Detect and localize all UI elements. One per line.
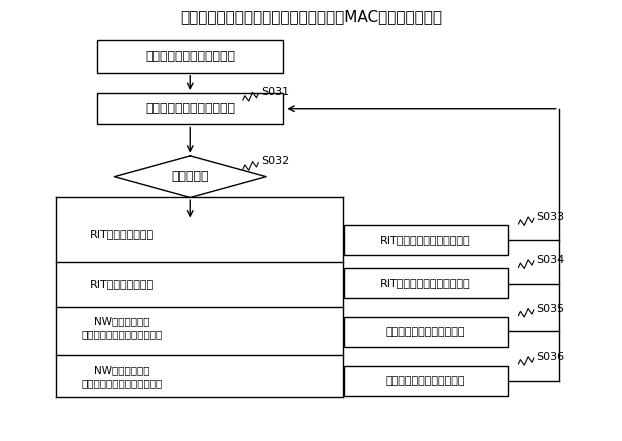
Text: RITリクエスト受信イベント: RITリクエスト受信イベント xyxy=(380,278,471,288)
Text: RITリクエスト送信: RITリクエスト送信 xyxy=(90,228,154,239)
Text: S034: S034 xyxy=(536,255,564,265)
FancyBboxPatch shape xyxy=(343,268,508,298)
FancyBboxPatch shape xyxy=(98,93,283,124)
Text: 次のイベントまでスリープ: 次のイベントまでスリープ xyxy=(146,102,235,115)
FancyBboxPatch shape xyxy=(343,225,508,255)
Text: S036: S036 xyxy=(536,352,564,362)
Text: RITリクエスト送信イベント: RITリクエスト送信イベント xyxy=(380,235,471,245)
Text: 上りバッファ登録イベント: 上りバッファ登録イベント xyxy=(386,327,465,337)
Text: 下りバッファ登録イベント: 下りバッファ登録イベント xyxy=(386,376,465,386)
FancyBboxPatch shape xyxy=(343,318,508,347)
Text: RITリクエスト受信: RITリクエスト受信 xyxy=(90,280,154,289)
Text: イベント？: イベント？ xyxy=(172,170,209,183)
Text: S033: S033 xyxy=(536,212,564,222)
Text: S035: S035 xyxy=(536,303,564,314)
Text: 図１１　ネットワーク接続状態におけるMAC制御部の動作例: 図１１ ネットワーク接続状態におけるMAC制御部の動作例 xyxy=(180,9,442,24)
Text: ネットワーク接続状態遷移: ネットワーク接続状態遷移 xyxy=(146,50,235,63)
FancyBboxPatch shape xyxy=(343,366,508,396)
Text: NW制御部からの
バッファへの下りデータ登録: NW制御部からの バッファへの下りデータ登録 xyxy=(81,365,163,389)
Text: S032: S032 xyxy=(261,157,290,166)
Text: S031: S031 xyxy=(261,87,290,97)
Text: NW制御部からの
バッファへの上りデータ登録: NW制御部からの バッファへの上りデータ登録 xyxy=(81,316,163,340)
FancyBboxPatch shape xyxy=(98,40,283,73)
